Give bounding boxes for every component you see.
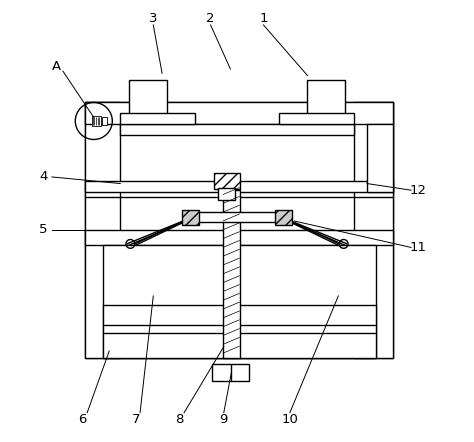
Bar — [102, 118, 107, 125]
Text: 7: 7 — [131, 413, 140, 426]
Bar — [85, 230, 393, 245]
Bar — [212, 364, 249, 381]
Bar — [219, 187, 235, 200]
Bar — [279, 113, 354, 124]
Bar — [354, 102, 393, 358]
Bar — [85, 102, 120, 358]
Text: 1: 1 — [259, 12, 268, 25]
Text: 11: 11 — [409, 241, 426, 254]
Bar — [85, 102, 393, 358]
Text: 2: 2 — [206, 12, 215, 25]
Bar — [120, 124, 354, 135]
Bar — [129, 80, 166, 118]
Text: 6: 6 — [79, 413, 87, 426]
Text: 3: 3 — [149, 12, 157, 25]
Bar — [85, 102, 393, 124]
Bar — [223, 190, 240, 358]
Bar — [184, 212, 290, 222]
Bar — [182, 210, 199, 225]
Bar — [102, 245, 376, 358]
Bar — [214, 172, 240, 189]
Text: 5: 5 — [39, 223, 47, 236]
Text: 12: 12 — [409, 184, 426, 197]
Bar — [102, 305, 376, 358]
Bar — [275, 210, 292, 225]
Bar — [120, 113, 195, 124]
Text: 9: 9 — [219, 413, 228, 426]
Text: A: A — [52, 60, 61, 73]
Bar — [85, 181, 393, 192]
Bar — [367, 124, 393, 192]
Text: 8: 8 — [175, 413, 184, 426]
Bar — [308, 80, 345, 118]
Text: 10: 10 — [282, 413, 298, 426]
Text: 4: 4 — [39, 171, 47, 183]
Bar — [91, 116, 101, 126]
